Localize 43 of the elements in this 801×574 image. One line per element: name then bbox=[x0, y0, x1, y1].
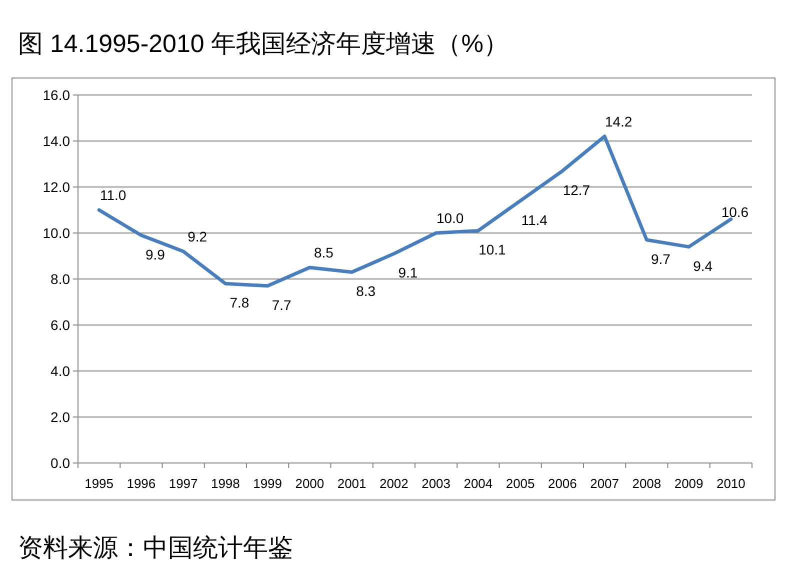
x-tick-label: 1996 bbox=[126, 476, 156, 491]
x-tick-label: 2008 bbox=[632, 476, 662, 491]
y-tick-label: 4.0 bbox=[50, 363, 70, 379]
x-tick-label: 1999 bbox=[253, 476, 282, 491]
data-label: 9.9 bbox=[145, 246, 166, 262]
data-label: 10.0 bbox=[436, 210, 464, 226]
x-tick-label: 2000 bbox=[295, 476, 324, 491]
data-label: 8.3 bbox=[356, 283, 376, 300]
x-tick-label: 1997 bbox=[168, 476, 198, 491]
y-tick-label: 0.0 bbox=[50, 455, 70, 471]
y-tick-label: 6.0 bbox=[50, 317, 70, 333]
x-tick-label: 2006 bbox=[548, 476, 577, 491]
data-label: 7.7 bbox=[272, 296, 292, 313]
data-label: 10.1 bbox=[478, 242, 506, 258]
x-tick-label: 2010 bbox=[716, 476, 746, 491]
y-tick-label: 12.0 bbox=[42, 179, 70, 195]
x-tick-label: 1995 bbox=[84, 476, 114, 491]
y-tick-label: 2.0 bbox=[50, 409, 70, 425]
x-tick-label: 2001 bbox=[337, 476, 366, 491]
data-label: 10.6 bbox=[721, 204, 749, 220]
chart-title: 图 14.1995-2010 年我国经济年度增速（%） bbox=[18, 30, 508, 58]
data-label: 8.5 bbox=[314, 244, 334, 260]
y-tick-label: 16.0 bbox=[42, 87, 70, 103]
data-label: 14.2 bbox=[604, 113, 632, 130]
x-tick-label: 1998 bbox=[210, 476, 240, 491]
x-tick-label: 2003 bbox=[422, 476, 451, 491]
data-label: 11.4 bbox=[521, 212, 548, 228]
data-label: 9.4 bbox=[693, 258, 713, 274]
data-label: 9.1 bbox=[398, 264, 418, 281]
y-tick-label: 8.0 bbox=[50, 271, 70, 287]
x-tick-label: 2005 bbox=[506, 476, 535, 491]
y-tick-label: 14.0 bbox=[42, 133, 70, 149]
x-tick-label: 2009 bbox=[674, 476, 704, 491]
y-tick-label: 10.0 bbox=[42, 225, 70, 241]
x-tick-label: 2002 bbox=[379, 476, 408, 491]
x-tick-label: 2004 bbox=[464, 476, 493, 491]
data-label: 9.2 bbox=[188, 228, 208, 244]
x-tick-label: 2007 bbox=[590, 476, 620, 491]
data-label: 9.7 bbox=[650, 250, 671, 267]
data-label: 7.8 bbox=[230, 294, 250, 311]
data-label: 12.7 bbox=[562, 182, 590, 198]
data-label: 11.0 bbox=[100, 187, 126, 203]
text: 资料来源：中国统计年鉴 bbox=[18, 534, 293, 562]
